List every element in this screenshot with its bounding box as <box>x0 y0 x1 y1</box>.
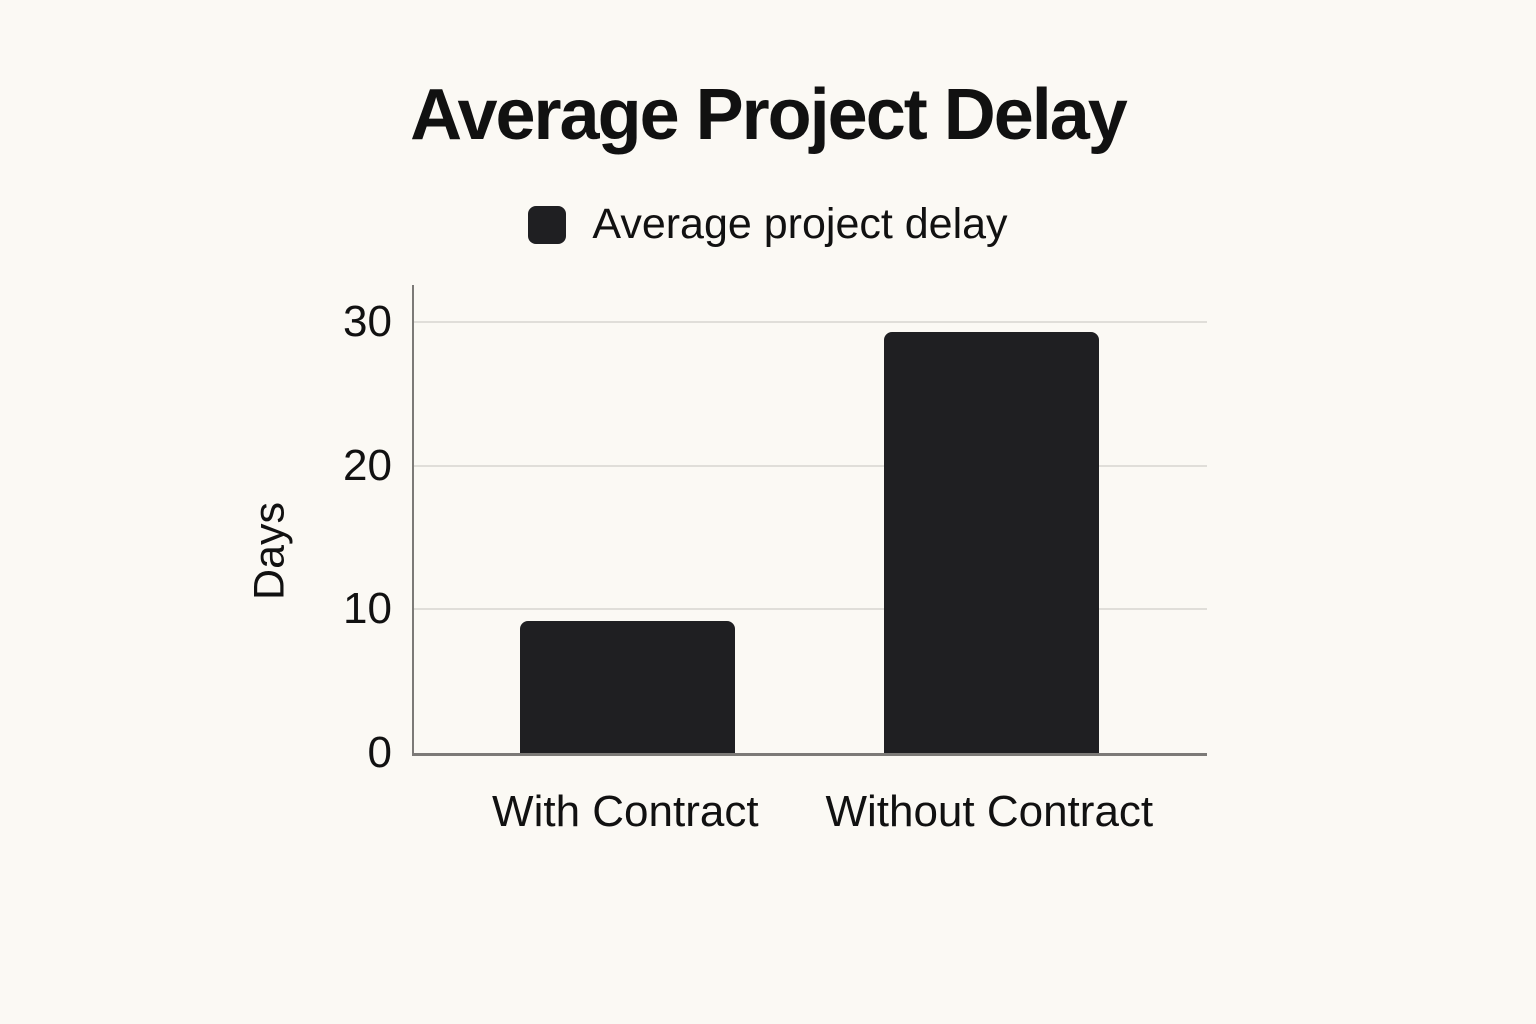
y-tick-label: 20 <box>343 440 392 490</box>
x-tick-label: Without Contract <box>825 787 1154 836</box>
bar-with-contract <box>519 620 735 753</box>
y-tick-label: 30 <box>343 297 392 347</box>
gridline <box>414 321 1207 324</box>
y-tick-label: 10 <box>343 584 392 634</box>
gridline <box>414 464 1207 467</box>
x-tick-label: With Contract <box>492 787 759 836</box>
gridline <box>414 608 1207 611</box>
chart-title: Average Project Delay <box>410 75 1128 155</box>
plot-area <box>412 285 1207 756</box>
legend: Average project delay <box>0 203 1536 246</box>
legend-label: Average project delay <box>592 200 1008 248</box>
y-axis-title: Days <box>245 502 294 600</box>
bar-without-contract <box>883 332 1099 753</box>
y-tick-label: 0 <box>367 728 392 777</box>
legend-swatch-icon <box>528 205 567 244</box>
